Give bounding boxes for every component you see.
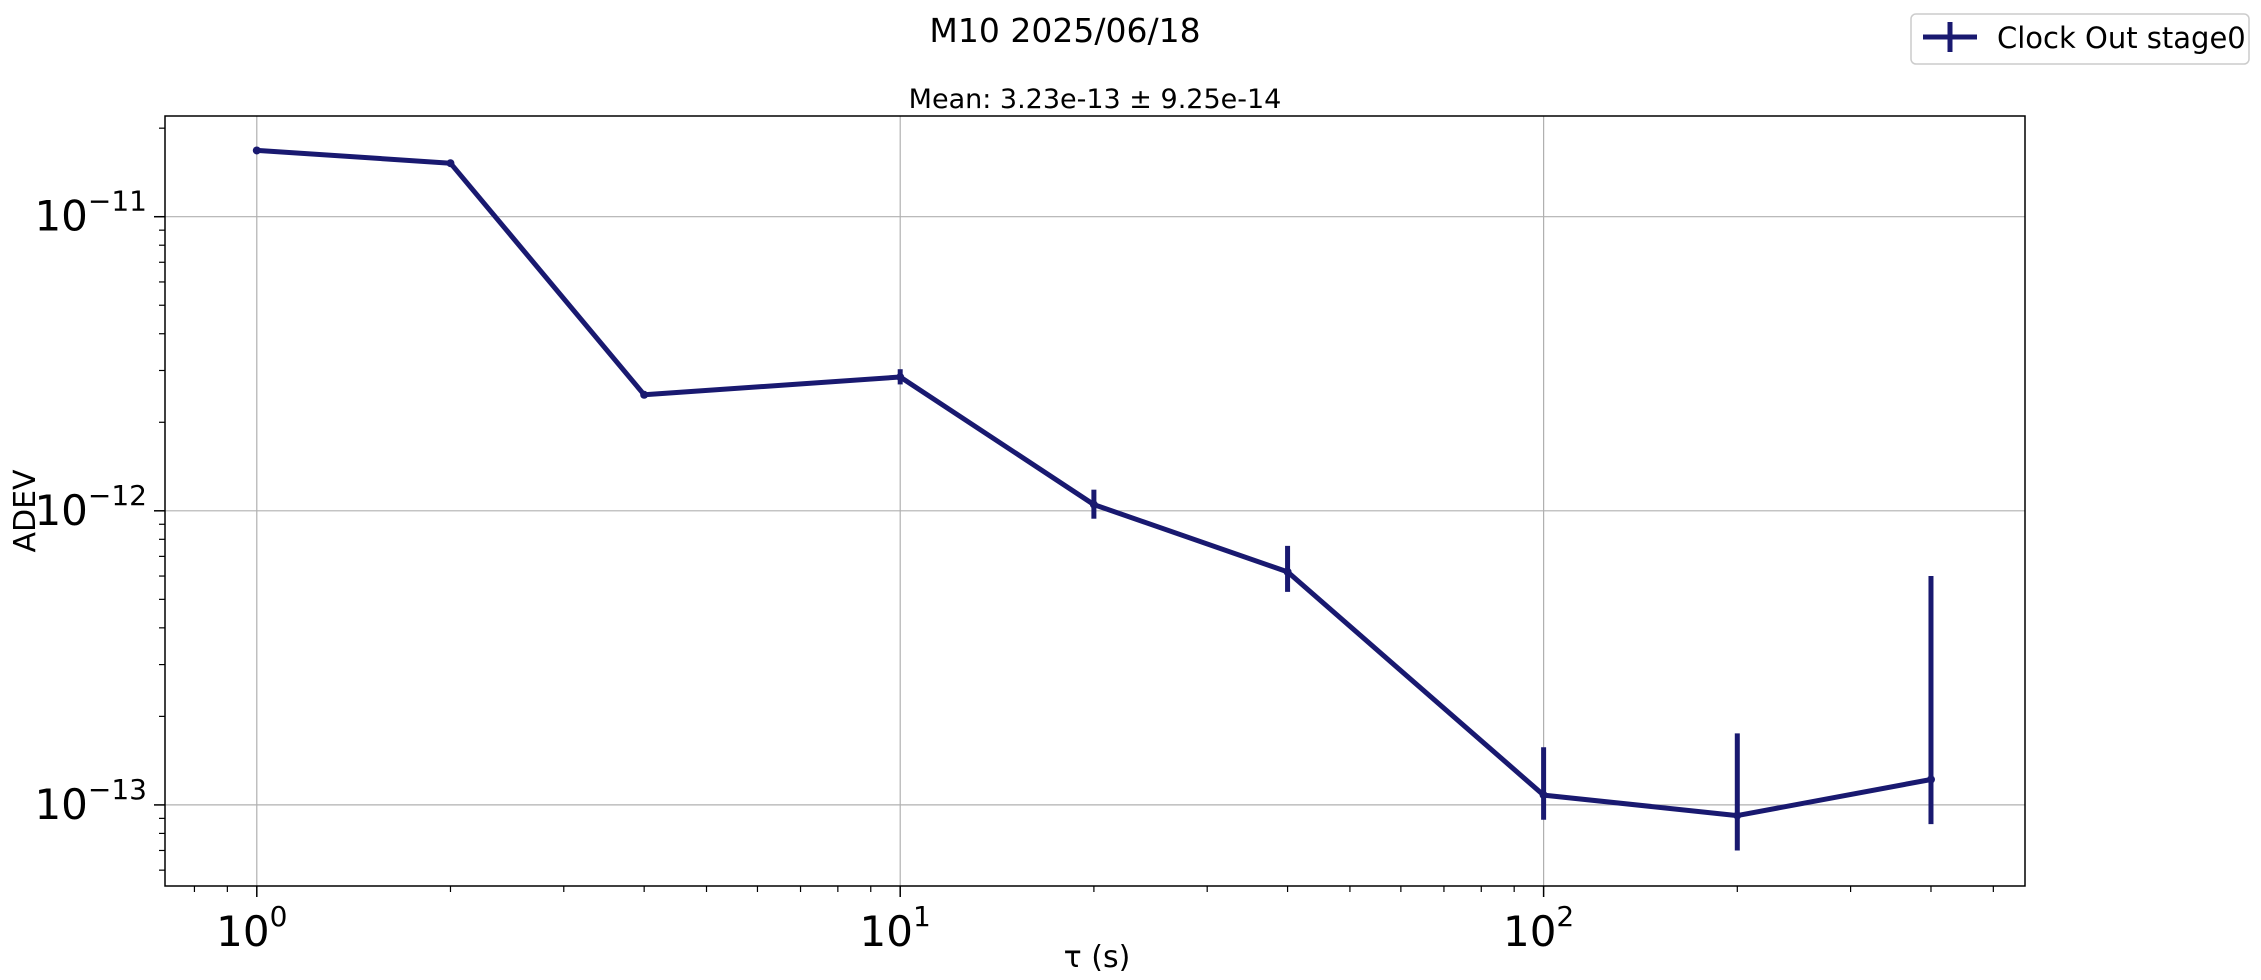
- legend-entry-clock-out-stage0: Clock Out stage0: [1997, 21, 2246, 55]
- major-ticks: [154, 215, 1545, 897]
- x-tick-label-2: 102: [1503, 900, 1574, 956]
- data-point-1: [446, 159, 455, 168]
- y-tick-label-2: 10−13: [34, 773, 147, 829]
- error-bars: [254, 149, 1934, 851]
- data-point-8: [1926, 775, 1935, 784]
- plot-frame: [164, 115, 2026, 887]
- series-lines: [256, 147, 1932, 819]
- legend-box: [1910, 13, 2250, 65]
- data-point-7: [1733, 811, 1742, 820]
- data-point-5: [1283, 567, 1292, 576]
- tick-labels: 100 101 102 10−11 10−12 10−13: [34, 185, 1574, 956]
- y-axis-label: ADEV: [8, 469, 43, 553]
- y-tick-label-0: 10−11: [34, 185, 147, 241]
- data-point-0: [252, 146, 261, 155]
- legend: Clock Out stage0: [1910, 13, 2250, 65]
- x-tick-label-1: 101: [860, 900, 931, 956]
- data-points: [252, 146, 1935, 820]
- data-point-4: [1089, 500, 1098, 509]
- data-point-3: [896, 373, 905, 382]
- series-line-0: [256, 147, 1932, 819]
- chart-suptitle: M10 2025/06/18: [929, 11, 1200, 50]
- y-tick-label-1: 10−12: [34, 479, 147, 535]
- chart-title: Mean: 3.23e-13 ± 9.25e-14: [909, 84, 1282, 115]
- data-point-2: [640, 390, 649, 399]
- minor-ticks: [159, 127, 1994, 892]
- x-tick-label-0: 100: [216, 900, 287, 956]
- x-axis-label: τ (s): [1064, 940, 1131, 975]
- data-point-6: [1539, 791, 1548, 800]
